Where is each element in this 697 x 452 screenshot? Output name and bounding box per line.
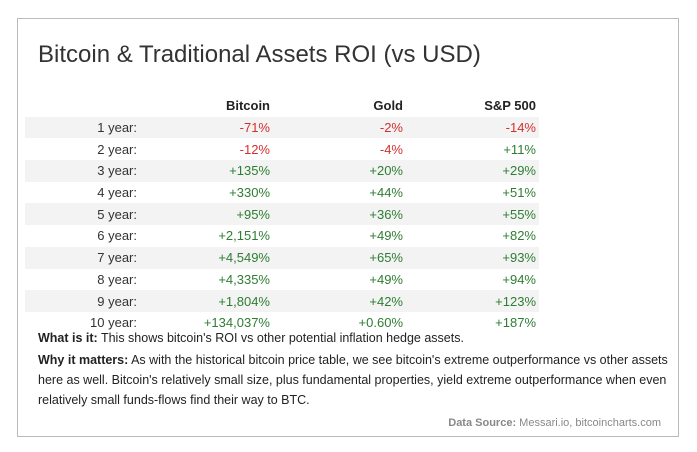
row-label: 9 year: — [25, 290, 140, 312]
roi-cell: +134,037% — [203, 315, 270, 331]
roi-cell: +51% — [502, 185, 536, 201]
table-row: 9 year: +1,804% +42% +123% — [25, 290, 539, 312]
roi-cell: +49% — [369, 228, 403, 244]
roi-cell: +42% — [273, 290, 406, 312]
source-label: Data Source: — [448, 417, 517, 429]
roi-cell: +4,549% — [140, 246, 273, 269]
note-text: As with the historical bitcoin price tab… — [38, 353, 668, 407]
card: Bitcoin & Traditional Assets ROI (vs USD… — [17, 18, 679, 437]
corner — [25, 95, 140, 117]
roi-cell: +123% — [406, 290, 539, 312]
roi-cell: +4,335% — [218, 271, 270, 287]
roi-cell: +20% — [273, 160, 406, 182]
note-label: What is it: — [38, 331, 98, 345]
roi-cell: -4% — [379, 141, 403, 157]
row-label: 2 year: — [97, 141, 137, 157]
header-row: Bitcoin Gold S&P 500 — [25, 95, 539, 117]
roi-cell: +49% — [369, 271, 403, 287]
roi-cell: +11% — [503, 141, 536, 157]
roi-cell: +2,151% — [218, 228, 270, 244]
roi-cell: +330% — [229, 185, 270, 201]
roi-cell: +65% — [273, 246, 406, 269]
row-label: 7 year: — [25, 246, 140, 269]
roi-cell: +1,804% — [140, 290, 273, 312]
row-label: 4 year: — [97, 185, 137, 201]
row-label: 6 year: — [97, 228, 137, 244]
column-header: Bitcoin — [225, 98, 270, 114]
row-label: 8 year: — [97, 271, 137, 287]
roi-cell: +55% — [406, 203, 539, 226]
table-row: 3 year: +135% +20% +29% — [25, 160, 539, 182]
roi-cell: +82% — [502, 228, 536, 244]
column-header: Gold — [373, 98, 403, 114]
title: Bitcoin & Traditional Assets ROI (vs USD… — [38, 41, 481, 68]
roi-cell: -14% — [406, 116, 539, 139]
table-row: 8 year: +4,335% +49% +94% — [25, 269, 539, 291]
table-row: 4 year: +330% +44% +51% — [25, 182, 539, 204]
row-label: 3 year: — [25, 160, 140, 182]
row-label: 5 year: — [25, 203, 140, 226]
column-header: S&P 500 — [484, 98, 536, 114]
table-row: 10 year: +134,037% +0.60% +187% — [25, 312, 539, 334]
roi-table: Bitcoin Gold S&P 500 1 year: -71% -2% -14% 2 y… — [25, 95, 539, 334]
table-row: 6 year: +2,151% +49% +82% — [25, 225, 539, 247]
roi-cell: +36% — [273, 203, 406, 226]
note: Why it matters: As with the historical b… — [38, 350, 678, 410]
roi-cell: +135% — [140, 160, 273, 182]
roi-cell: +0.60% — [358, 315, 403, 331]
note-text: This shows bitcoin's ROI vs other potent… — [100, 331, 464, 345]
note: What is it: This shows bitcoin's ROI vs … — [38, 328, 678, 348]
roi-cell: -71% — [140, 116, 273, 139]
table-row: 2 year: -12% -4% +11% — [25, 138, 539, 160]
roi-cell: +44% — [369, 185, 403, 201]
row-label: 10 year: — [90, 315, 137, 331]
roi-cell: +95% — [140, 203, 273, 226]
source-text: Messari.io, bitcoincharts.com — [519, 417, 661, 429]
table-row: 1 year: -71% -2% -14% — [25, 116, 539, 139]
row-label: 1 year: — [25, 116, 140, 139]
notes: What is it: This shows bitcoin's ROI vs … — [38, 328, 678, 412]
source: Data Source: Messari.io, bitcoincharts.c… — [448, 417, 661, 429]
roi-cell: +94% — [502, 271, 536, 287]
roi-cell: +187% — [495, 315, 536, 331]
note-label: Why it matters: — [38, 353, 129, 367]
roi-cell: -2% — [273, 116, 406, 139]
table-row: 5 year: +95% +36% +55% — [25, 203, 539, 226]
roi-cell: -12% — [239, 141, 270, 157]
table-row: 7 year: +4,549% +65% +93% — [25, 246, 539, 269]
roi-cell: +93% — [406, 246, 539, 269]
roi-cell: +29% — [406, 160, 539, 182]
